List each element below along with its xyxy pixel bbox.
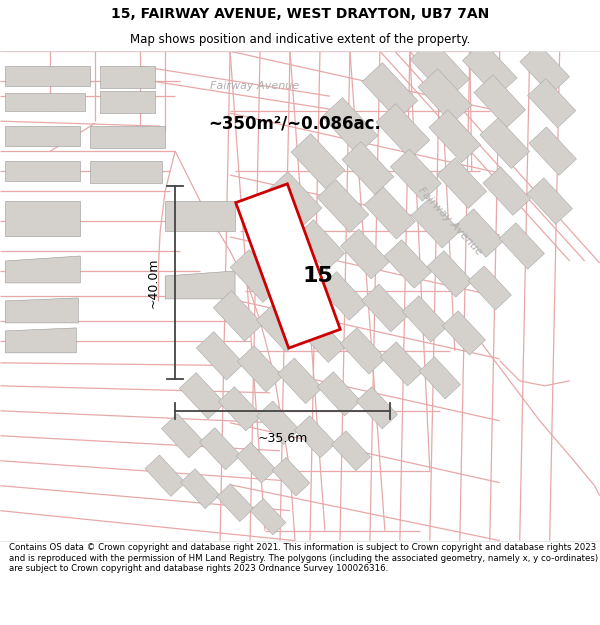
Polygon shape bbox=[5, 93, 85, 111]
Polygon shape bbox=[5, 66, 90, 86]
Polygon shape bbox=[278, 358, 322, 404]
Polygon shape bbox=[331, 431, 370, 471]
Polygon shape bbox=[161, 414, 205, 458]
Polygon shape bbox=[480, 118, 530, 169]
Polygon shape bbox=[213, 291, 263, 341]
Polygon shape bbox=[268, 172, 322, 226]
Polygon shape bbox=[272, 458, 310, 496]
Polygon shape bbox=[236, 442, 276, 483]
Polygon shape bbox=[238, 346, 283, 392]
Polygon shape bbox=[90, 161, 162, 183]
Polygon shape bbox=[217, 484, 254, 521]
Polygon shape bbox=[340, 328, 386, 374]
Polygon shape bbox=[145, 455, 185, 496]
Polygon shape bbox=[364, 187, 415, 239]
Polygon shape bbox=[295, 416, 335, 457]
Polygon shape bbox=[165, 271, 235, 299]
Polygon shape bbox=[236, 184, 340, 348]
Text: Fairway Avenue: Fairway Avenue bbox=[416, 185, 484, 257]
Polygon shape bbox=[218, 387, 262, 431]
Polygon shape bbox=[483, 167, 530, 216]
Polygon shape bbox=[291, 134, 345, 189]
Polygon shape bbox=[362, 62, 418, 120]
Text: 15: 15 bbox=[302, 266, 334, 286]
Polygon shape bbox=[199, 428, 241, 470]
Text: ~350m²/~0.086ac.: ~350m²/~0.086ac. bbox=[209, 114, 382, 132]
Polygon shape bbox=[384, 240, 431, 288]
Polygon shape bbox=[456, 209, 503, 258]
Polygon shape bbox=[419, 357, 460, 399]
Polygon shape bbox=[5, 298, 78, 323]
Polygon shape bbox=[299, 316, 345, 362]
Polygon shape bbox=[376, 104, 430, 159]
Polygon shape bbox=[356, 387, 398, 429]
Polygon shape bbox=[474, 75, 526, 128]
Polygon shape bbox=[256, 304, 304, 352]
Polygon shape bbox=[275, 261, 325, 311]
Polygon shape bbox=[100, 91, 155, 113]
Polygon shape bbox=[5, 161, 80, 181]
Text: Fairway Avenue: Fairway Avenue bbox=[211, 81, 299, 91]
Text: 15, FAIRWAY AVENUE, WEST DRAYTON, UB7 7AN: 15, FAIRWAY AVENUE, WEST DRAYTON, UB7 7A… bbox=[111, 8, 489, 21]
Polygon shape bbox=[418, 69, 472, 124]
Polygon shape bbox=[361, 284, 409, 332]
Polygon shape bbox=[429, 110, 481, 162]
Polygon shape bbox=[427, 251, 473, 297]
Polygon shape bbox=[520, 44, 569, 94]
Polygon shape bbox=[196, 332, 244, 380]
Text: Map shows position and indicative extent of the property.: Map shows position and indicative extent… bbox=[130, 34, 470, 46]
Polygon shape bbox=[5, 328, 76, 353]
Polygon shape bbox=[5, 201, 80, 236]
Polygon shape bbox=[402, 296, 448, 342]
Polygon shape bbox=[181, 469, 220, 509]
Polygon shape bbox=[250, 499, 286, 535]
Polygon shape bbox=[527, 178, 572, 224]
Polygon shape bbox=[342, 142, 394, 194]
Polygon shape bbox=[5, 256, 80, 283]
Polygon shape bbox=[322, 98, 378, 154]
Text: Contains OS data © Crown copyright and database right 2021. This information is : Contains OS data © Crown copyright and d… bbox=[9, 543, 598, 573]
Polygon shape bbox=[319, 272, 367, 320]
Polygon shape bbox=[230, 249, 282, 302]
Polygon shape bbox=[340, 229, 389, 279]
Polygon shape bbox=[437, 158, 487, 208]
Polygon shape bbox=[468, 266, 511, 310]
Polygon shape bbox=[317, 372, 361, 416]
Polygon shape bbox=[165, 201, 235, 231]
Polygon shape bbox=[442, 311, 485, 355]
Polygon shape bbox=[527, 79, 576, 128]
Polygon shape bbox=[295, 220, 345, 271]
Polygon shape bbox=[412, 198, 460, 248]
Polygon shape bbox=[317, 179, 369, 232]
Polygon shape bbox=[410, 39, 470, 99]
Polygon shape bbox=[5, 126, 80, 146]
Polygon shape bbox=[391, 149, 442, 201]
Polygon shape bbox=[100, 66, 155, 88]
Polygon shape bbox=[249, 209, 301, 262]
Polygon shape bbox=[90, 126, 165, 148]
Polygon shape bbox=[179, 372, 225, 419]
Polygon shape bbox=[463, 41, 517, 97]
Polygon shape bbox=[380, 342, 424, 386]
Text: ~35.6m: ~35.6m bbox=[257, 432, 308, 445]
Polygon shape bbox=[529, 127, 577, 176]
Polygon shape bbox=[257, 401, 299, 444]
Text: ~40.0m: ~40.0m bbox=[146, 258, 160, 308]
Polygon shape bbox=[499, 223, 544, 269]
